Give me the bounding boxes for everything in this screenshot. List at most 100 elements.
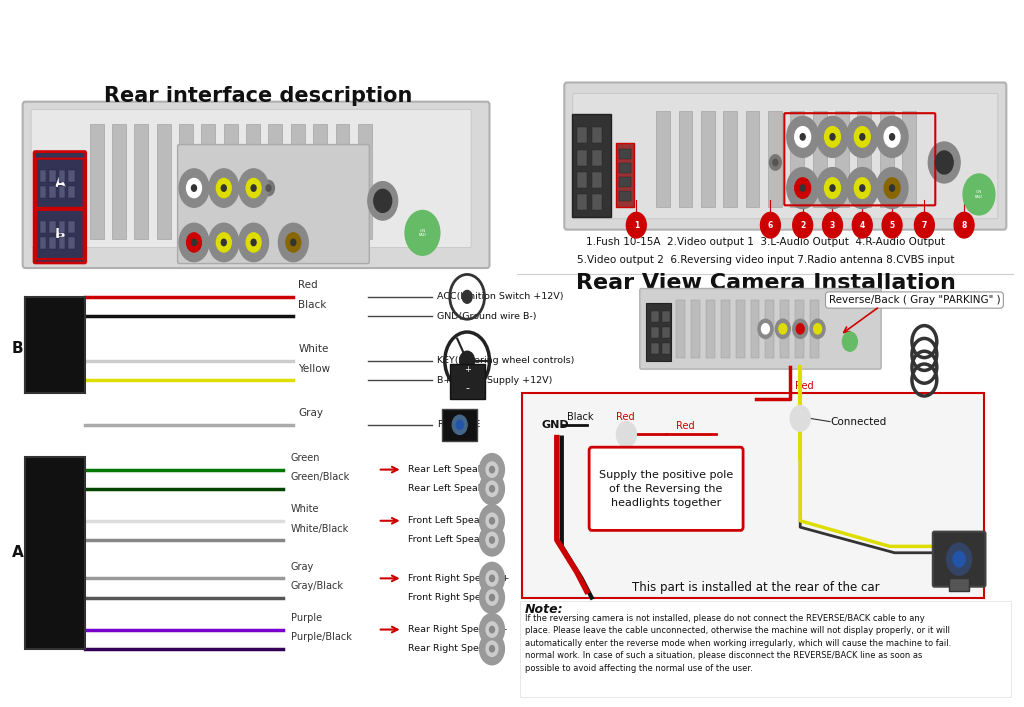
Circle shape xyxy=(824,178,841,198)
Bar xyxy=(835,111,849,207)
Circle shape xyxy=(914,212,934,238)
Bar xyxy=(618,177,632,187)
Text: 7: 7 xyxy=(922,221,927,230)
Text: Front Left Speaker-: Front Left Speaker- xyxy=(408,535,497,544)
Bar xyxy=(577,150,587,165)
Text: Rear Right Speaker+: Rear Right Speaker+ xyxy=(408,625,507,634)
Circle shape xyxy=(191,239,197,245)
Circle shape xyxy=(462,291,472,303)
Circle shape xyxy=(191,185,197,192)
Bar xyxy=(751,300,760,358)
Circle shape xyxy=(947,543,972,575)
Bar xyxy=(40,238,46,249)
Circle shape xyxy=(221,239,226,245)
Bar xyxy=(26,297,85,393)
Bar xyxy=(618,163,632,173)
Bar xyxy=(791,111,804,207)
Bar xyxy=(134,124,148,239)
FancyBboxPatch shape xyxy=(36,210,84,259)
Bar xyxy=(721,300,730,358)
Circle shape xyxy=(779,324,786,334)
Bar xyxy=(202,124,215,239)
Circle shape xyxy=(786,168,818,209)
Text: Reverse/Back ( Gray "PARKING" ): Reverse/Back ( Gray "PARKING" ) xyxy=(828,295,1000,305)
Bar xyxy=(651,327,658,339)
Bar xyxy=(592,172,601,188)
Bar xyxy=(651,311,658,322)
Circle shape xyxy=(854,127,870,147)
Bar xyxy=(745,111,760,207)
Circle shape xyxy=(479,524,505,556)
Circle shape xyxy=(769,155,781,170)
Circle shape xyxy=(489,467,495,473)
Circle shape xyxy=(791,406,810,431)
Circle shape xyxy=(890,134,895,140)
Text: +: + xyxy=(464,365,471,373)
Bar xyxy=(902,111,915,207)
Bar xyxy=(949,578,969,591)
Text: White/Black: White/Black xyxy=(291,524,349,534)
Circle shape xyxy=(186,233,202,252)
Circle shape xyxy=(486,590,498,605)
Circle shape xyxy=(479,633,505,665)
Circle shape xyxy=(179,223,209,262)
Text: Red: Red xyxy=(298,281,317,291)
Circle shape xyxy=(486,571,498,586)
Circle shape xyxy=(758,320,773,339)
Text: REVERSE: REVERSE xyxy=(437,420,480,429)
Bar xyxy=(618,192,632,201)
Bar xyxy=(592,194,601,211)
Circle shape xyxy=(929,142,961,183)
Circle shape xyxy=(884,127,900,147)
Text: Rear interface description: Rear interface description xyxy=(104,86,413,105)
Text: Red: Red xyxy=(616,411,635,421)
Text: 4: 4 xyxy=(860,221,865,230)
Bar xyxy=(442,409,477,440)
Bar xyxy=(246,124,260,239)
Circle shape xyxy=(486,462,498,477)
Bar xyxy=(49,238,56,249)
Text: 5: 5 xyxy=(890,221,895,230)
Circle shape xyxy=(368,182,397,220)
Bar xyxy=(40,186,46,198)
Text: Purple/Black: Purple/Black xyxy=(291,632,351,643)
Text: Rear View Camera Installation: Rear View Camera Installation xyxy=(575,273,955,293)
Circle shape xyxy=(460,351,474,370)
Bar xyxy=(663,327,670,339)
FancyBboxPatch shape xyxy=(522,393,984,597)
FancyBboxPatch shape xyxy=(31,110,471,247)
Circle shape xyxy=(775,320,791,339)
Circle shape xyxy=(486,513,498,528)
Text: KEY(Steering wheel controls): KEY(Steering wheel controls) xyxy=(437,356,574,366)
Text: This part is installed at the rear of the car: This part is installed at the rear of th… xyxy=(632,581,880,595)
Circle shape xyxy=(216,178,231,198)
Bar xyxy=(691,300,699,358)
Circle shape xyxy=(816,117,848,158)
Circle shape xyxy=(291,239,296,245)
Bar xyxy=(40,221,46,233)
Text: B: B xyxy=(12,341,24,356)
Circle shape xyxy=(800,185,805,192)
Text: Rear Left Speaker-: Rear Left Speaker- xyxy=(408,484,495,493)
Bar xyxy=(69,221,75,233)
Circle shape xyxy=(854,178,870,198)
Bar xyxy=(59,170,66,182)
Circle shape xyxy=(761,212,780,238)
Bar xyxy=(780,300,790,358)
Bar xyxy=(663,343,670,354)
Text: A: A xyxy=(54,176,66,190)
Circle shape xyxy=(406,211,440,255)
Bar xyxy=(59,221,66,233)
Text: A: A xyxy=(12,545,24,560)
Circle shape xyxy=(810,320,825,339)
Text: Purple: Purple xyxy=(291,613,322,623)
Bar xyxy=(880,111,894,207)
Bar xyxy=(90,124,103,239)
Circle shape xyxy=(824,127,841,147)
Circle shape xyxy=(179,169,209,207)
Bar xyxy=(676,300,685,358)
Circle shape xyxy=(964,174,995,215)
Bar xyxy=(577,172,587,188)
Text: 1: 1 xyxy=(634,221,639,230)
Text: Front Right Speaker+: Front Right Speaker+ xyxy=(408,574,509,583)
